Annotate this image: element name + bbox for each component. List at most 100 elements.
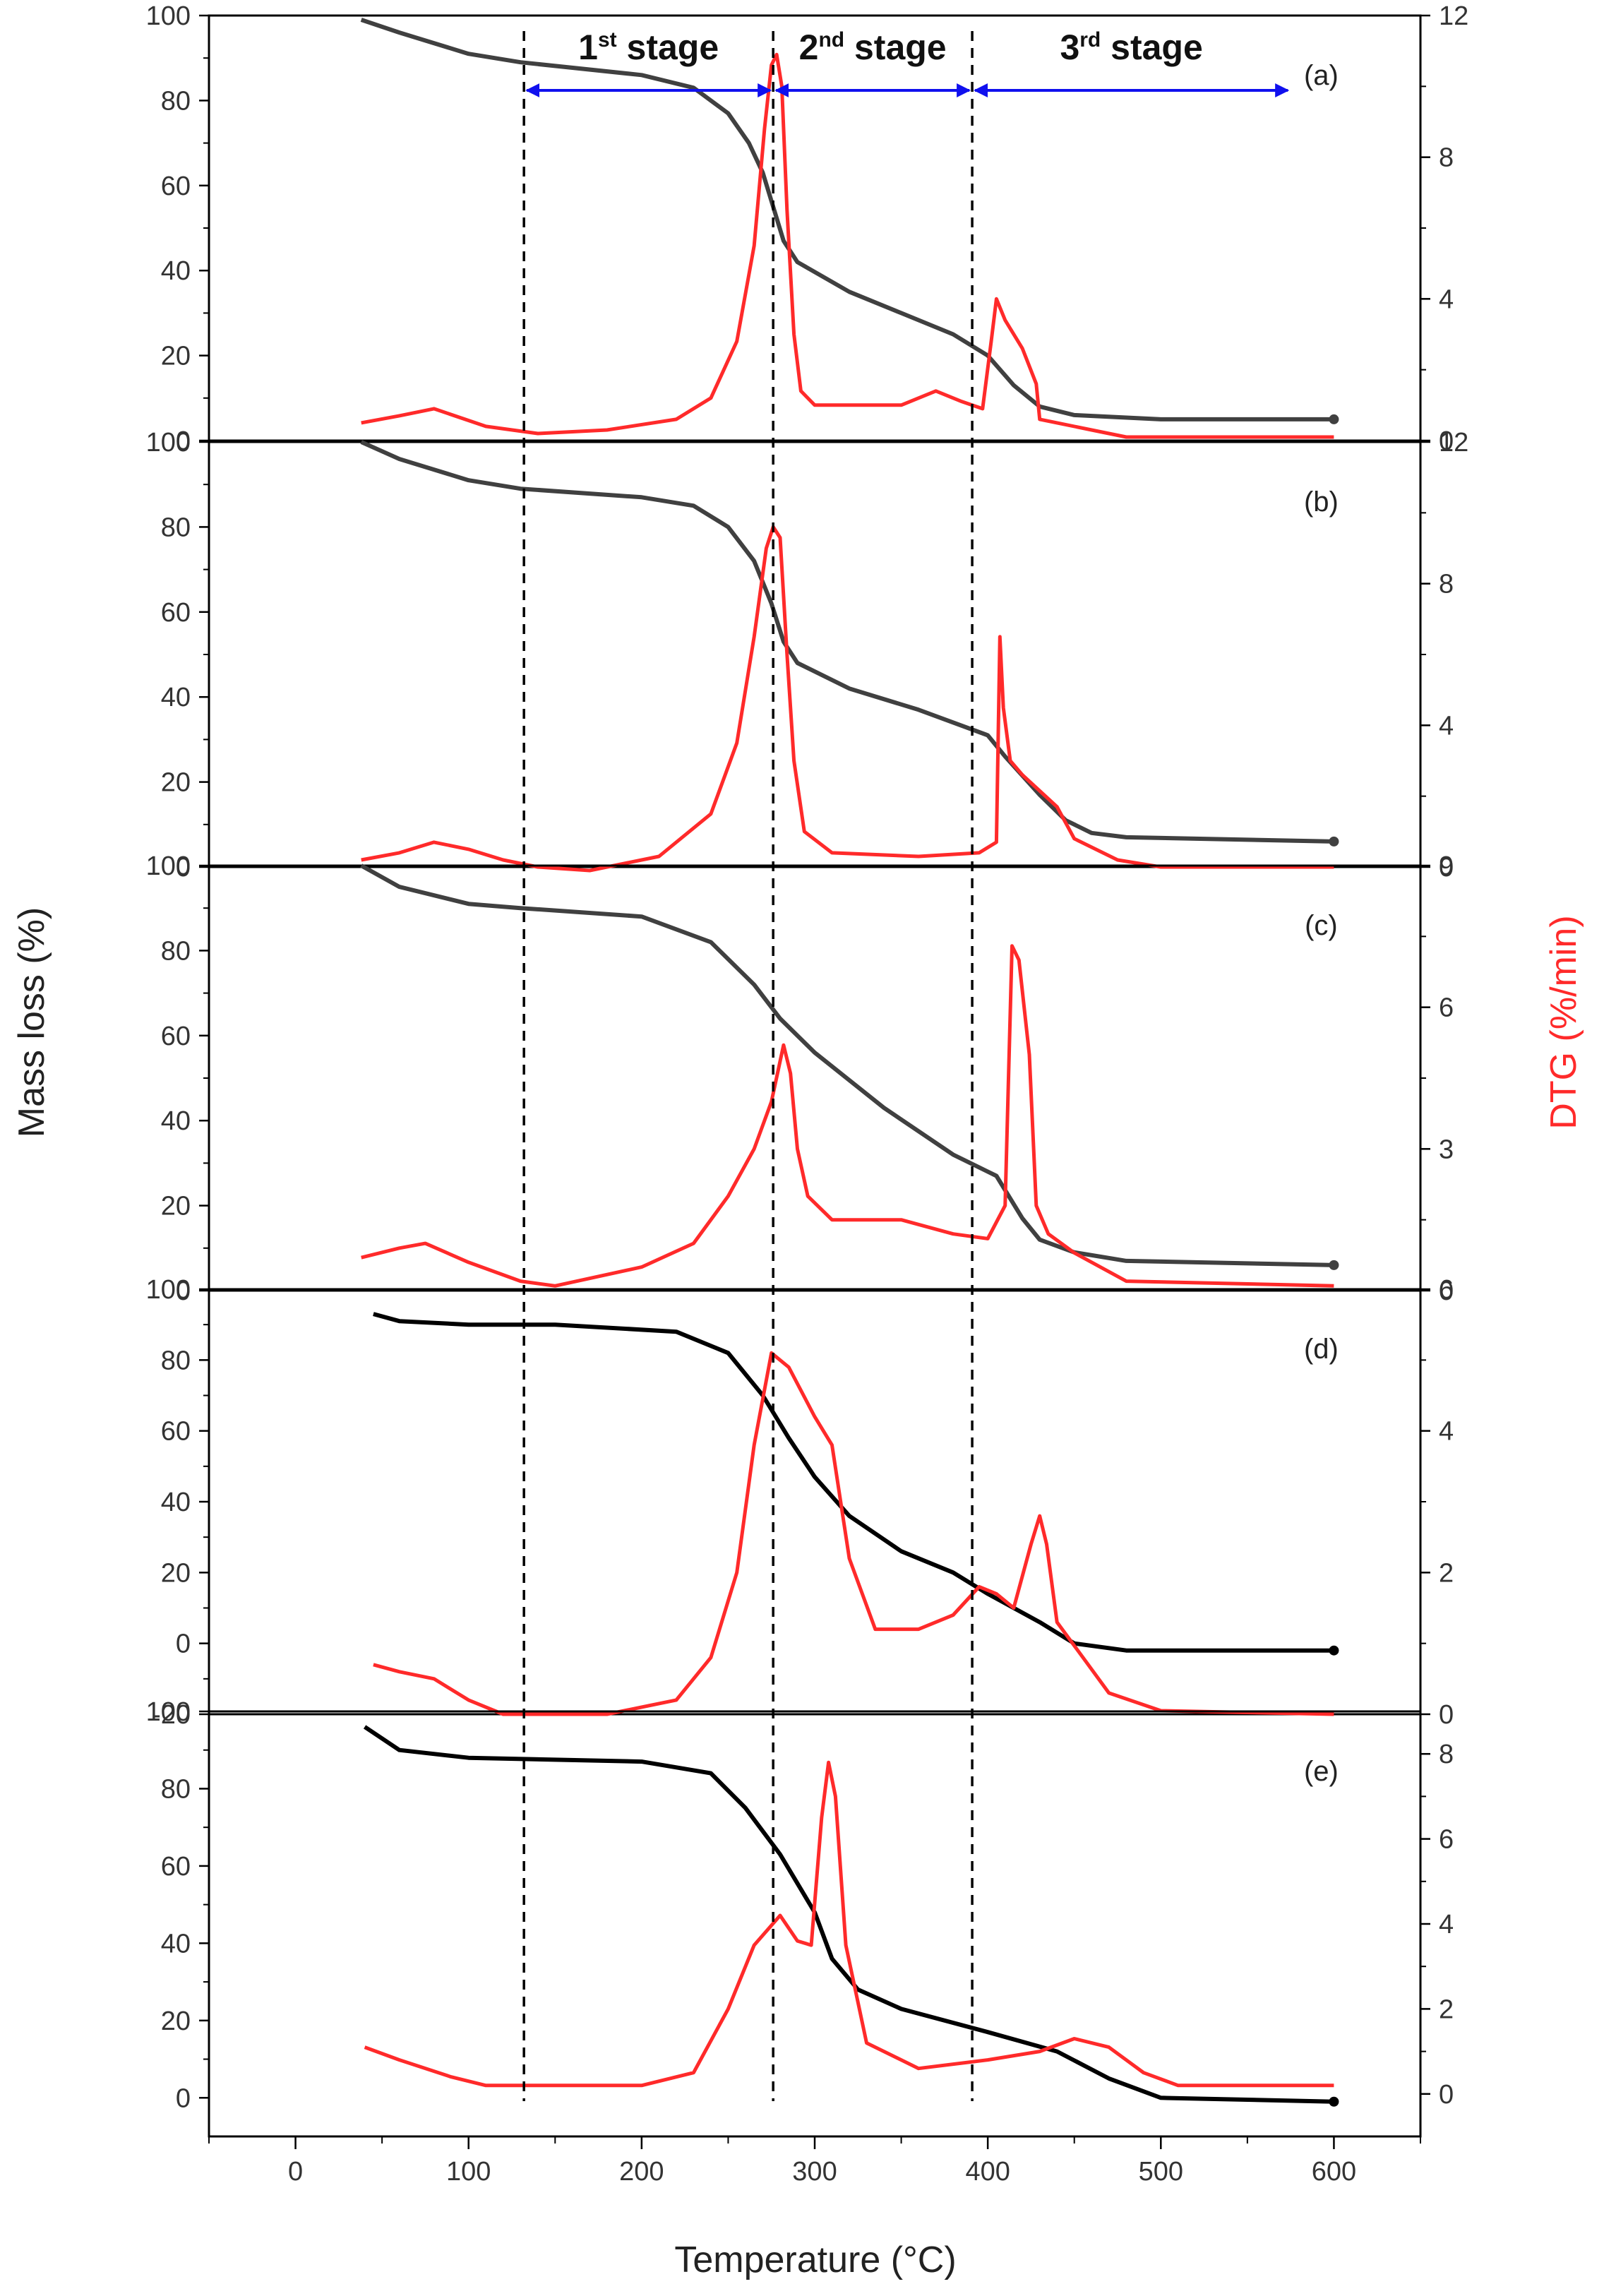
panel-label: (a) (1304, 60, 1339, 91)
y-left-tick-label: 60 (161, 1852, 191, 1882)
panel-e: 0 20 40 60 80 100 0 2 4 6 8 (e) (146, 1697, 1454, 2138)
mass-loss-end-point (1329, 414, 1339, 424)
y-right-tick-label: 6 (1439, 1825, 1454, 1855)
stage-word: stage (1101, 28, 1203, 67)
y-left-tick-label: 80 (161, 513, 191, 542)
stage-label: 1st stage (578, 28, 719, 67)
panel-label: (b) (1304, 486, 1339, 518)
x-axis-title: Temperature (°C) (674, 2240, 956, 2280)
x-tick-label: 500 (1139, 2157, 1183, 2187)
y-left-tick-label: 0 (176, 853, 191, 883)
y-left-tick-label: 0 (176, 1630, 191, 1659)
stage-number: 2 (799, 28, 819, 67)
y-left-tick-label: 20 (161, 1192, 191, 1221)
y-right-tick-label: 0 (1439, 2080, 1454, 2110)
y-right-tick-label: 12 (1439, 428, 1468, 458)
y-left-tick-label: 0 (176, 426, 191, 456)
y-left-tick-label: 60 (161, 1022, 191, 1051)
y-left-tick-label: 60 (161, 1417, 191, 1447)
panel-frame (208, 441, 1422, 868)
y-left-tick-label: 100 (146, 1697, 191, 1727)
panel-frame (208, 864, 1422, 1292)
y-right-tick-label: 0 (1439, 426, 1454, 456)
y-left-tick-label: 40 (161, 1106, 191, 1136)
dtg-line (364, 1760, 1334, 2088)
y-left-tick-label: 40 (161, 1488, 191, 1517)
y-right-tick-label: 0 (1439, 1700, 1454, 1730)
y-left-tick-label: 80 (161, 936, 191, 966)
mass-loss-line (360, 440, 1334, 844)
x-tick-label: 600 (1312, 2157, 1356, 2187)
y-right-tick-label: 4 (1439, 711, 1454, 741)
stage-label: 3rd stage (1060, 28, 1202, 67)
x-axis: 0 100 200 300 400 500 600 (208, 2136, 1421, 2187)
y-left-tick-label: 100 (146, 851, 191, 881)
y-right-tick-label: 8 (1439, 570, 1454, 599)
y-right-tick-label: 2 (1439, 1558, 1454, 1588)
mass-loss-end-point (1329, 2096, 1339, 2107)
mass-loss-end-point (1329, 1645, 1339, 1656)
stage-label: 2nd stage (799, 28, 947, 67)
mass-loss-line (360, 18, 1334, 421)
y-right-tick-label: 2 (1439, 1995, 1454, 2024)
mass-loss-line (373, 1312, 1334, 1653)
y-right-tick-label: 4 (1439, 285, 1454, 314)
y-right-tick-label: 9 (1439, 851, 1454, 881)
y-left-tick-label: 40 (161, 683, 191, 712)
dtg-line (361, 525, 1334, 873)
y-right-tick-label: 0 (1439, 853, 1454, 883)
mass-loss-line (360, 863, 1334, 1267)
y-right-tick-label: 3 (1439, 1135, 1454, 1164)
dtg-line (361, 52, 1334, 439)
y-left-tick-label: 80 (161, 86, 191, 116)
y-left-tick-label: 0 (176, 2083, 191, 2113)
panel-frame (208, 14, 1422, 442)
y-right-tick-label: 0 (1439, 1276, 1454, 1306)
y-left-tick-label: 100 (146, 428, 191, 458)
stage-number: 3 (1060, 28, 1079, 67)
y-axis-right-title: DTG (%/min) (1543, 915, 1584, 1129)
y-left-tick-label: 60 (161, 598, 191, 628)
y-left-tick-label: 20 (161, 342, 191, 371)
panel-label: (c) (1305, 910, 1338, 941)
y-left-tick-label: -20 (152, 1700, 191, 1730)
y-right-tick-label: 4 (1439, 1910, 1454, 1939)
x-tick-label: 200 (619, 2157, 664, 2187)
stage-word: stage (844, 28, 947, 67)
stage-number: 1 (578, 28, 598, 67)
y-left-tick-label: 0 (176, 1276, 191, 1306)
y-axis-left-title: Mass loss (%) (11, 907, 52, 1137)
y-left-tick-label: 100 (146, 1, 191, 31)
stage-superscript: rd (1079, 28, 1101, 52)
stage-word: stage (617, 28, 719, 67)
y-left-tick-label: 80 (161, 1346, 191, 1375)
y-left-tick-label: 40 (161, 256, 191, 286)
y-left-tick-label: 20 (161, 1558, 191, 1588)
panels-group: 02040608010004812(a)02040608010004812(b)… (146, 1, 1469, 2138)
stage-superscript: st (598, 28, 617, 52)
y-right-tick-label: 6 (1439, 993, 1454, 1023)
panel-label: (d) (1304, 1334, 1339, 1365)
x-tick-label: 400 (965, 2157, 1010, 2187)
x-tick-label: 300 (792, 2157, 837, 2187)
mass-loss-line (363, 1725, 1334, 2104)
y-right-tick-label: 4 (1439, 1417, 1454, 1447)
dtg-line (361, 944, 1334, 1288)
x-tick-label: 100 (446, 2157, 491, 2187)
y-left-tick-label: 60 (161, 172, 191, 201)
y-left-tick-label: 100 (146, 1275, 191, 1305)
y-right-tick-label: 8 (1439, 143, 1454, 173)
dtg-line (373, 1351, 1334, 1716)
mass-loss-end-point (1329, 1260, 1339, 1270)
y-right-tick-label: 12 (1439, 1, 1468, 31)
y-right-tick-label: 6 (1439, 1275, 1454, 1305)
y-left-tick-label: 80 (161, 1774, 191, 1804)
x-tick-label: 0 (288, 2157, 303, 2187)
y-left-tick-label: 40 (161, 1929, 191, 1959)
stage-superscript: nd (818, 28, 844, 52)
